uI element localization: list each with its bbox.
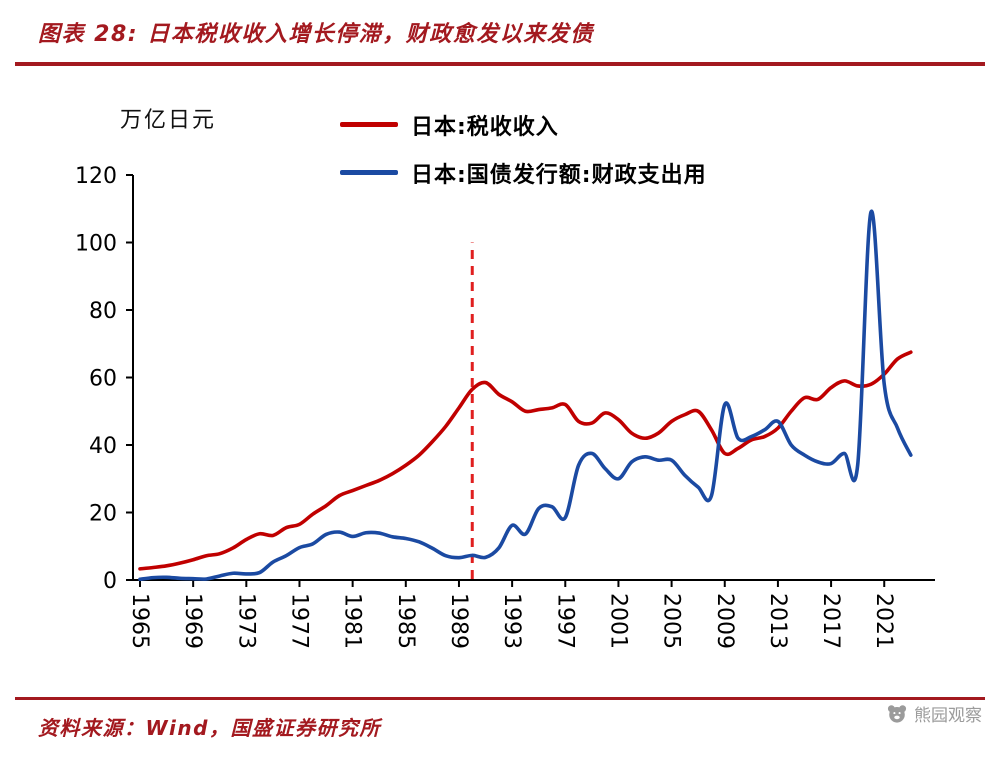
svg-text:40: 40 [89,434,117,459]
legend-label-tax-revenue: 日本:税收收入 [411,114,559,140]
legend: 日本:税收收入 日本:国债发行额:财政支出用 [340,110,707,188]
svg-text:1969: 1969 [180,593,205,649]
svg-text:1989: 1989 [446,593,471,649]
legend-line-swatch-red [340,122,398,127]
legend-item-tax-revenue: 日本:税收收入 [340,110,707,140]
svg-text:1985: 1985 [393,593,418,649]
svg-text:1977: 1977 [286,593,311,649]
bear-icon [887,705,907,723]
legend-label-bond-issuance: 日本:国债发行额:财政支出用 [411,162,707,188]
svg-text:1965: 1965 [127,593,152,649]
legend-item-bond-issuance: 日本:国债发行额:财政支出用 [340,158,707,188]
chart-title: 图表 28: 日本税收收入增长停滞，财政愈发以来发债 [38,22,594,47]
watermark: 熊园观察 [886,701,982,726]
svg-text:2013: 2013 [765,593,790,649]
axis-labels: 0 20 40 60 80 100 120 1965 1969 1973 1977 1981 1985 1… [75,164,896,649]
svg-text:1993: 1993 [499,593,524,649]
svg-text:1981: 1981 [340,593,365,649]
svg-text:60: 60 [89,367,117,392]
svg-text:0: 0 [103,569,117,594]
series-line-0 [138,350,913,571]
series-line-1 [138,209,913,582]
svg-text:2005: 2005 [659,593,684,649]
header-divider [15,62,985,66]
svg-text:2021: 2021 [871,593,896,649]
svg-text:2001: 2001 [605,593,630,649]
y-axis-unit-label: 万亿日元 [120,108,217,133]
svg-text:2009: 2009 [712,593,737,649]
svg-text:20: 20 [89,502,117,527]
svg-text:120: 120 [75,164,117,189]
svg-text:80: 80 [89,299,117,324]
svg-text:2017: 2017 [818,593,843,649]
source-note: 资料来源：Wind，国盛证券研究所 [38,716,381,740]
footer-divider [15,697,985,700]
svg-text:1973: 1973 [233,593,258,649]
axes [126,174,935,587]
watermark-text: 熊园观察 [914,706,982,726]
svg-text:1997: 1997 [552,593,577,649]
legend-line-swatch-blue [340,170,398,175]
svg-text:100: 100 [75,232,117,257]
